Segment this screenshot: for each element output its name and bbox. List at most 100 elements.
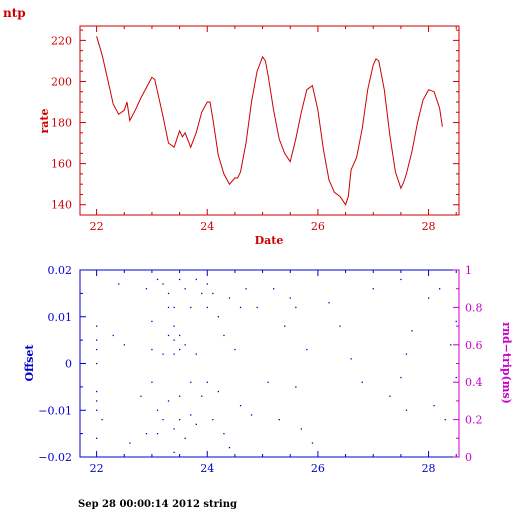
offset-point	[145, 433, 148, 435]
offset-y-tick-label: 0.02	[48, 264, 73, 277]
offset-point	[201, 292, 203, 295]
offset-point	[444, 419, 446, 421]
offset-point	[411, 330, 413, 332]
offset-point	[206, 306, 208, 309]
rtt-y-tick-label: 1	[465, 264, 472, 277]
offset-point	[223, 433, 225, 435]
offset-point	[156, 433, 159, 435]
offset-chart-y-label: Offset	[23, 344, 36, 382]
rate-series-line	[96, 36, 443, 206]
offset-point	[151, 348, 153, 351]
offset-point	[123, 344, 125, 346]
offset-point	[228, 447, 231, 449]
offset-point	[289, 297, 291, 299]
offset-point	[167, 306, 170, 309]
offset-point	[195, 353, 197, 355]
offset-point	[145, 288, 148, 290]
rate-chart: 22 24 26 28 140 160 180 200 220 Date rate	[38, 25, 460, 247]
offset-point	[96, 339, 98, 341]
offset-chart-y-ticks: −0.02 −0.01 0 0.01 0.02	[38, 264, 86, 464]
rtt-axis-ticks: 0 0.2 0.4 0.6 0.8 1	[453, 264, 483, 464]
offset-point	[223, 334, 225, 337]
offset-point	[101, 419, 103, 421]
offset-point	[273, 288, 275, 290]
offset-point	[173, 428, 175, 430]
offset-point	[295, 306, 297, 309]
offset-point	[173, 325, 175, 327]
offset-point	[173, 306, 175, 309]
offset-point	[190, 414, 192, 416]
offset-point	[195, 278, 197, 281]
rate-chart-y-label: rate	[38, 108, 51, 133]
offset-point	[217, 316, 219, 318]
offset-point	[184, 437, 186, 439]
offset-point	[405, 353, 408, 355]
offset-point	[190, 381, 192, 383]
rtt-y-tick-label: 0.6	[465, 339, 483, 352]
rate-x-tick-label: 22	[90, 220, 104, 233]
offset-point	[201, 395, 203, 397]
offset-point	[167, 400, 170, 402]
offset-point	[306, 348, 308, 351]
offset-point	[400, 278, 402, 281]
rate-x-tick-label: 24	[200, 220, 214, 233]
offset-point	[96, 409, 98, 411]
offset-point	[96, 390, 98, 393]
offset-point	[173, 339, 175, 341]
offset-point	[173, 451, 175, 453]
rate-y-tick-label: 220	[51, 34, 72, 47]
offset-point	[167, 334, 170, 337]
offset-point	[96, 348, 98, 351]
offset-point	[112, 334, 114, 337]
offset-point	[96, 437, 98, 439]
offset-point	[212, 419, 214, 421]
offset-point	[217, 390, 219, 393]
rate-y-tick-label: 180	[51, 117, 72, 130]
rate-x-tick-label: 26	[311, 220, 325, 233]
offset-point	[151, 381, 153, 383]
rate-y-tick-label: 140	[51, 199, 72, 212]
rate-chart-x-label: Date	[255, 234, 284, 247]
offset-point	[151, 320, 153, 323]
offset-point	[96, 362, 98, 365]
offset-point	[179, 348, 181, 351]
rate-y-tick-label: 160	[51, 158, 72, 171]
footer-timestamp: Sep 28 00:00:14 2012 string	[78, 499, 237, 510]
offset-point	[256, 306, 258, 309]
offset-y-tick-label: −0.01	[38, 404, 72, 417]
offset-point	[190, 306, 192, 309]
offset-point	[184, 344, 186, 346]
offset-point	[389, 395, 391, 397]
rate-x-tick-label: 28	[422, 220, 436, 233]
offset-point	[96, 325, 98, 327]
offset-point	[400, 376, 402, 379]
offset-point	[184, 288, 186, 290]
chart-corner-title: ntp	[3, 6, 26, 20]
offset-point	[206, 381, 208, 383]
offset-point	[228, 297, 231, 299]
offset-point	[455, 320, 457, 323]
offset-point	[195, 423, 197, 425]
offset-point	[212, 292, 214, 295]
offset-point	[167, 292, 170, 295]
rtt-y-tick-label: 0.8	[465, 301, 483, 314]
rate-chart-x-ticks: 22 24 26 28	[90, 26, 457, 233]
offset-x-tick-label: 22	[90, 462, 104, 475]
offset-point	[156, 278, 159, 281]
offset-point	[179, 419, 181, 421]
offset-point	[284, 325, 286, 327]
offset-x-tick-label: 24	[200, 462, 214, 475]
offset-point	[300, 428, 302, 430]
offset-point	[245, 288, 247, 290]
offset-point	[179, 334, 181, 337]
offset-point	[179, 278, 181, 281]
offset-point	[162, 419, 164, 421]
offset-point	[295, 386, 297, 388]
offset-point	[428, 297, 430, 299]
rate-y-tick-label: 200	[51, 75, 72, 88]
rate-chart-y-ticks: 140 160 180 200 220	[51, 29, 459, 216]
offset-point	[234, 348, 236, 351]
offset-point	[129, 442, 131, 444]
rtt-y-tick-label: 0.2	[465, 414, 483, 427]
